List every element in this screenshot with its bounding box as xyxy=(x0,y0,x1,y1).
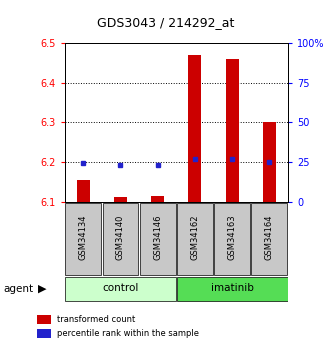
Bar xyxy=(226,59,239,202)
Text: GSM34140: GSM34140 xyxy=(116,215,125,260)
Bar xyxy=(36,329,51,338)
Bar xyxy=(151,196,164,202)
Bar xyxy=(140,203,175,275)
Text: GSM34134: GSM34134 xyxy=(79,215,88,260)
Text: imatinib: imatinib xyxy=(211,284,254,293)
Text: GSM34162: GSM34162 xyxy=(190,215,199,260)
Text: GSM34146: GSM34146 xyxy=(153,215,162,260)
Text: percentile rank within the sample: percentile rank within the sample xyxy=(57,329,199,338)
Text: transformed count: transformed count xyxy=(57,315,135,324)
Bar xyxy=(177,277,288,301)
Text: control: control xyxy=(102,284,139,293)
Bar xyxy=(177,203,213,275)
Bar xyxy=(65,277,176,301)
Bar xyxy=(214,203,250,275)
Bar xyxy=(103,203,138,275)
Bar xyxy=(77,180,90,202)
Bar xyxy=(65,203,101,275)
Text: ▶: ▶ xyxy=(38,284,47,294)
Text: GDS3043 / 214292_at: GDS3043 / 214292_at xyxy=(97,16,234,29)
Bar xyxy=(188,55,201,202)
Bar xyxy=(252,203,287,275)
Text: agent: agent xyxy=(3,284,33,294)
Bar xyxy=(36,315,51,324)
Text: GSM34164: GSM34164 xyxy=(265,215,274,260)
Text: GSM34163: GSM34163 xyxy=(228,215,237,260)
Bar xyxy=(114,197,127,202)
Bar xyxy=(263,122,276,202)
